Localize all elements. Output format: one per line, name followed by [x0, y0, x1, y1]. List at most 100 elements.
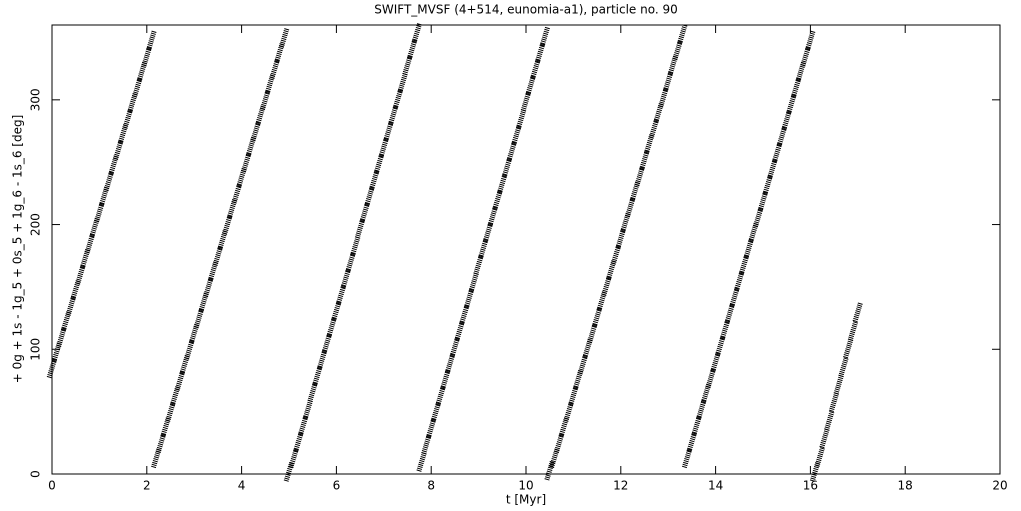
data-point [364, 185, 375, 207]
data-point [771, 141, 783, 163]
data-point [359, 201, 371, 223]
data-point [378, 136, 390, 158]
data-point [520, 90, 532, 112]
data-point [293, 431, 304, 452]
data-point [103, 170, 115, 192]
data-point [463, 287, 475, 309]
data-point [843, 337, 854, 359]
data-point [487, 205, 499, 227]
data-point [729, 286, 740, 308]
data-point [577, 353, 589, 375]
data-point [790, 77, 802, 98]
data-point [288, 447, 299, 469]
data-point [454, 320, 465, 341]
data-point [440, 368, 451, 390]
data-point [449, 336, 461, 358]
data-point [743, 237, 755, 259]
data-point [852, 301, 864, 323]
data-point [705, 367, 717, 389]
data-point [335, 284, 347, 305]
data-point [383, 120, 394, 142]
data-point [544, 459, 555, 481]
data-point [634, 165, 646, 187]
x-tick-label: 14 [708, 479, 723, 493]
x-tick-label: 10 [518, 479, 533, 493]
data-point [203, 276, 214, 298]
data-point [241, 151, 252, 173]
data-point [373, 153, 385, 174]
data-point [75, 264, 86, 285]
y-tick-label: 200 [29, 213, 43, 236]
data-point [563, 401, 574, 422]
data-point [473, 254, 484, 275]
data-point [681, 447, 693, 469]
data-point [710, 351, 721, 373]
data-point [482, 221, 494, 243]
data-point [430, 401, 442, 422]
data-point [568, 385, 579, 406]
data-point [672, 39, 683, 61]
data-point [416, 451, 427, 472]
data-point [340, 267, 352, 289]
y-tick-label: 300 [29, 88, 43, 111]
data-point [838, 356, 849, 378]
data-point [260, 89, 271, 111]
data-point [250, 120, 262, 142]
data-point [279, 27, 290, 48]
data-point [516, 108, 527, 129]
data-point [625, 196, 636, 218]
data-point [316, 348, 328, 370]
data-point [781, 109, 792, 131]
x-tick-label: 2 [143, 479, 151, 493]
data-point [174, 370, 186, 391]
data-point [525, 74, 536, 96]
y-tick-label: 0 [29, 470, 43, 478]
data-point [345, 251, 356, 273]
data-point [65, 295, 77, 316]
data-point [805, 29, 816, 51]
data-point [193, 307, 205, 329]
data-point [132, 77, 143, 98]
x-tick-label: 8 [427, 479, 435, 493]
data-point [814, 446, 826, 467]
data-point [610, 244, 622, 265]
data-point [94, 201, 105, 223]
data-point [113, 139, 124, 161]
data-point [222, 214, 233, 235]
data-point [312, 365, 323, 386]
data-point [459, 304, 470, 325]
data-point [757, 190, 769, 212]
data-point [369, 169, 380, 190]
data-point [601, 275, 612, 296]
data-point [800, 45, 811, 67]
data-point [307, 381, 318, 402]
data-point [46, 357, 58, 379]
data-point [421, 433, 432, 455]
data-point [321, 332, 333, 354]
y-tick-label: 100 [29, 338, 43, 361]
data-point [734, 270, 745, 291]
data-point [402, 54, 413, 76]
x-tick-label: 12 [613, 479, 628, 493]
x-axis-label: t [Myr] [506, 493, 546, 507]
data-point [497, 173, 508, 194]
y-axis-label: + 0g + 1s - 1g_5 + 0s_5 + 1g_6 - 1s_6 [d… [11, 115, 25, 384]
data-point [534, 42, 546, 63]
data-point [587, 322, 598, 344]
data-point [331, 300, 342, 321]
data-point [738, 254, 750, 275]
data-point [388, 104, 399, 126]
data-point [231, 183, 243, 204]
data-point [786, 93, 797, 114]
data-point [553, 432, 565, 454]
data-point [269, 58, 281, 79]
data-point [326, 316, 337, 338]
data-point [478, 237, 489, 259]
data-point [767, 158, 778, 179]
data-point [184, 338, 195, 360]
data-point [506, 140, 518, 162]
data-point [615, 227, 627, 249]
data-point [392, 88, 404, 109]
data-point [591, 306, 603, 328]
x-tick-label: 0 [48, 479, 56, 493]
